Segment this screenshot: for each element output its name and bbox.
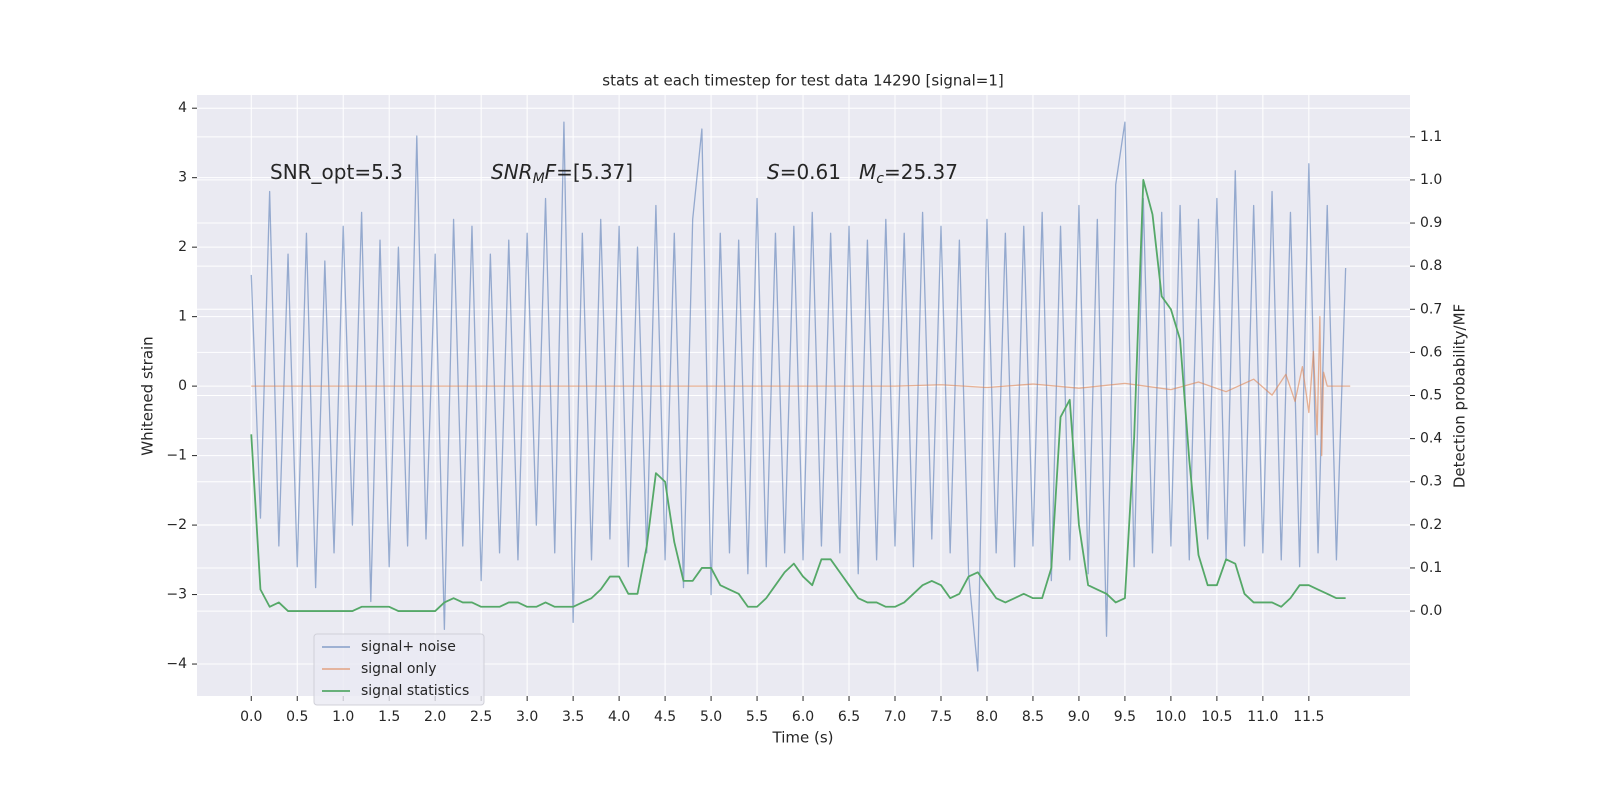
x-tick-label: 10.5 <box>1201 709 1232 725</box>
y2-tick-label: 1.1 <box>1420 129 1442 145</box>
annotation-part: M <box>533 171 545 187</box>
y2-tick-label: 0.7 <box>1420 301 1442 317</box>
series-line <box>251 315 1351 457</box>
y-tick-label: −2 <box>166 517 187 533</box>
x-tick-label: 5.5 <box>746 709 768 725</box>
annotation-part: =0.61 <box>780 160 841 184</box>
y2-axis-label: Detection probability/MF <box>1451 304 1469 488</box>
x-tick-label: 9.0 <box>1068 709 1090 725</box>
lines <box>250 121 1351 672</box>
x-tick-label: 2.5 <box>470 709 492 725</box>
y-tick-label: 2 <box>178 239 187 255</box>
x-tick-label: 10.0 <box>1155 709 1186 725</box>
y2-tick-label: 0.5 <box>1420 388 1442 404</box>
legend-box <box>313 633 485 706</box>
x-tick-label: 7.0 <box>884 709 906 725</box>
legend-label: signal only <box>361 661 436 677</box>
x-tick-label: 1.0 <box>332 709 354 725</box>
y2-tick-label: 0.8 <box>1420 258 1442 274</box>
x-tick-label: 5.0 <box>700 709 722 725</box>
x-tick-label: 11.0 <box>1247 709 1278 725</box>
legend-label: signal statistics <box>361 683 469 699</box>
annotation-part: S <box>767 160 780 184</box>
x-tick-label: 4.0 <box>608 709 630 725</box>
x-tick-label: 6.5 <box>838 709 860 725</box>
y-tick-label: 4 <box>178 100 187 116</box>
annotation-part: SNR_opt=5.3 <box>270 160 403 184</box>
x-tick-label: 3.5 <box>562 709 584 725</box>
y2-tick-label: 0.2 <box>1420 517 1442 533</box>
x-tick-label: 2.0 <box>424 709 446 725</box>
annotation: S=0.61 <box>767 160 841 184</box>
annotation-part: F <box>545 160 557 184</box>
x-tick-label: 0.0 <box>240 709 262 725</box>
y-axis-label: Whitened strain <box>139 336 157 455</box>
y2-tick-label: 0.9 <box>1420 215 1442 231</box>
annotation-part: M <box>859 160 876 184</box>
annotation: SNR_opt=5.3 <box>270 160 403 184</box>
x-tick-label: 1.5 <box>378 709 400 725</box>
x-tick-label: 3.0 <box>516 709 538 725</box>
y2-tick-label: 0.1 <box>1420 560 1442 576</box>
x-tick-label: 4.5 <box>654 709 676 725</box>
annotation-part: =25.37 <box>884 160 958 184</box>
annotation-part: =[5.37] <box>556 160 633 184</box>
annotation: SNRMF=[5.37] <box>491 160 633 188</box>
annotation: Mc=25.37 <box>859 160 958 188</box>
y-tick-label: 0 <box>178 378 187 394</box>
annotation-part: SNR <box>491 160 533 184</box>
series-line <box>250 179 1346 612</box>
y-tick-label: −4 <box>166 656 187 672</box>
y-tick-label: 3 <box>178 170 187 186</box>
y2-tick-label: 1.0 <box>1420 172 1442 188</box>
chart-title: stats at each timestep for test data 142… <box>602 72 1003 90</box>
annotation-part: c <box>876 171 884 187</box>
series-line <box>250 121 1347 672</box>
y-tick-label: 1 <box>178 309 187 325</box>
y-tick-label: −1 <box>166 448 187 464</box>
x-axis-label: Time (s) <box>772 729 834 747</box>
y2-tick-label: 0.3 <box>1420 474 1442 490</box>
x-tick-label: 8.0 <box>976 709 998 725</box>
x-tick-label: 9.5 <box>1114 709 1136 725</box>
x-tick-label: 8.5 <box>1022 709 1044 725</box>
y2-tick-label: 0.4 <box>1420 431 1442 447</box>
x-tick-label: 0.5 <box>286 709 308 725</box>
y2-tick-label: 0.6 <box>1420 344 1442 360</box>
y2-tick-label: 0.0 <box>1420 603 1442 619</box>
legend-label: signal+ noise <box>361 639 456 655</box>
x-tick-label: 6.0 <box>792 709 814 725</box>
x-tick-label: 11.5 <box>1293 709 1324 725</box>
x-tick-label: 7.5 <box>930 709 952 725</box>
y-tick-label: −3 <box>166 587 187 603</box>
overlay: 0.0 0.5 1.0 1.5 2.0 2.5 3.0 3.5 4.0 4.5 5.0 5.5 6.0 6… <box>166 100 1442 725</box>
